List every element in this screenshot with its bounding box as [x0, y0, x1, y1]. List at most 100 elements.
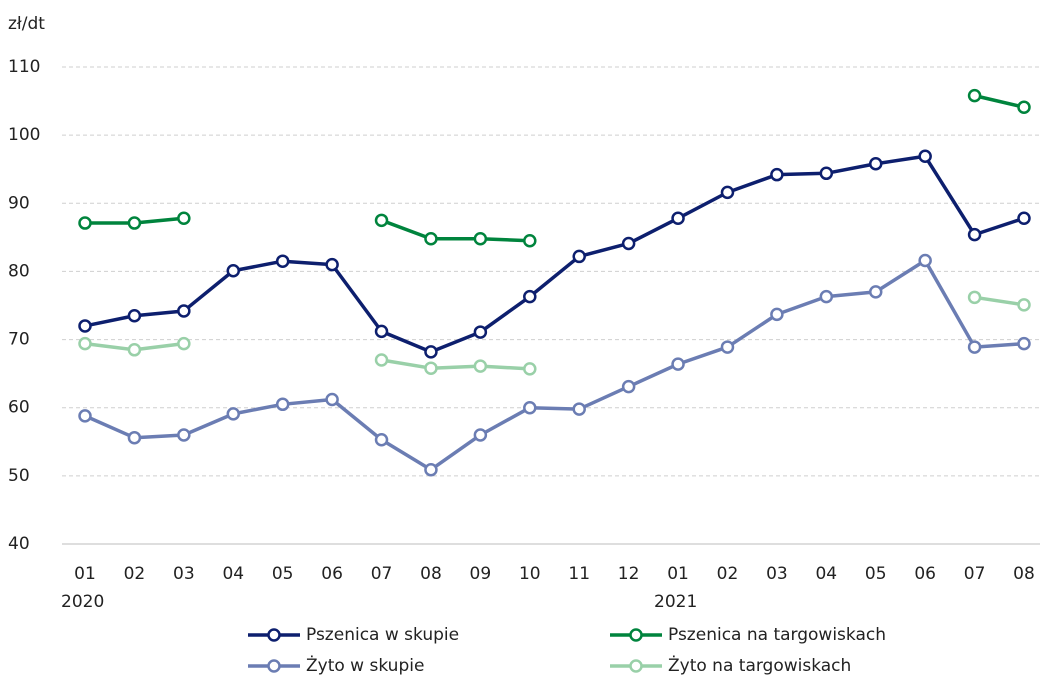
point-marker	[127, 308, 142, 323]
point-marker	[967, 340, 982, 354]
y-tick-label: 90	[8, 193, 30, 213]
point-marker	[374, 324, 389, 339]
point-marker	[177, 304, 191, 318]
series-line	[84, 154, 1025, 354]
x-tick-label: 06	[914, 564, 936, 584]
point-marker	[473, 359, 488, 373]
point-marker	[720, 340, 735, 354]
y-tick-label: 60	[8, 398, 30, 418]
point-marker	[177, 211, 191, 226]
x-tick-label: 10	[519, 564, 541, 584]
x-tick-label: 04	[222, 564, 244, 584]
point-marker	[473, 428, 488, 442]
point-marker	[770, 167, 784, 182]
point-marker	[424, 462, 438, 477]
point-marker	[720, 185, 735, 200]
point-marker	[671, 357, 685, 371]
point-marker	[819, 166, 834, 181]
x-tick-label: 01	[74, 564, 96, 584]
y-tick-label: 40	[8, 534, 30, 554]
x-tick-label: 07	[371, 564, 393, 584]
y-tick-label: 100	[8, 125, 40, 145]
point-marker	[523, 289, 537, 304]
point-marker	[127, 343, 142, 357]
point-marker	[1017, 211, 1031, 226]
point-marker	[1017, 100, 1031, 114]
legend-label: Pszenica na targowiskach	[668, 625, 886, 645]
legend-label: Żyto w skupie	[306, 655, 424, 676]
y-tick-label: 80	[8, 261, 30, 281]
point-marker	[819, 289, 834, 304]
legend-marker	[629, 628, 643, 642]
point-marker	[127, 430, 142, 445]
x-tick-label: 12	[618, 564, 640, 584]
point-marker	[671, 211, 685, 226]
point-marker	[78, 319, 92, 333]
point-marker	[275, 397, 290, 412]
series-line	[84, 295, 1025, 371]
year-label: 2020	[61, 592, 104, 612]
point-marker	[1017, 298, 1031, 312]
point-marker	[967, 88, 982, 103]
point-marker	[918, 149, 932, 164]
point-marker	[523, 234, 537, 248]
series-line	[84, 258, 1025, 472]
x-tick-label: 03	[766, 564, 788, 584]
y-unit-label: zł/dt	[8, 14, 45, 34]
x-tick-label: 05	[272, 564, 294, 584]
x-tick-label: 03	[173, 564, 195, 584]
point-marker	[523, 362, 537, 376]
y-tick-label: 50	[8, 466, 30, 486]
point-marker	[424, 361, 438, 375]
point-marker	[473, 231, 488, 246]
y-tick-label: 110	[8, 57, 40, 77]
x-tick-label: 02	[717, 564, 739, 584]
point-marker	[226, 263, 241, 278]
point-marker	[78, 409, 92, 423]
point-marker	[523, 400, 537, 415]
point-marker	[325, 257, 339, 272]
legend-label: Pszenica w skupie	[306, 625, 459, 645]
x-tick-label: 08	[1013, 564, 1035, 584]
x-tick-label: 02	[124, 564, 146, 584]
point-marker	[1017, 336, 1031, 351]
point-marker	[967, 290, 982, 305]
x-tick-label: 09	[470, 564, 492, 584]
point-marker	[572, 402, 586, 416]
point-marker	[572, 249, 586, 264]
year-label: 2021	[654, 592, 697, 612]
point-marker	[868, 285, 883, 299]
point-marker	[868, 157, 883, 171]
point-marker	[127, 216, 142, 230]
legend-label: Żyto na targowiskach	[668, 655, 851, 676]
point-marker	[621, 236, 636, 251]
y-tick-label: 70	[8, 330, 30, 350]
legend-marker	[629, 659, 643, 673]
point-marker	[374, 432, 389, 447]
series-line	[85, 93, 1025, 243]
point-marker	[967, 227, 982, 242]
point-marker	[78, 336, 92, 351]
point-marker	[621, 379, 636, 394]
x-tick-label: 08	[420, 564, 442, 584]
point-marker	[374, 213, 389, 228]
point-marker	[177, 336, 191, 351]
legend-marker	[267, 659, 281, 673]
point-marker	[770, 307, 784, 322]
point-marker	[918, 253, 932, 268]
legend-marker	[267, 628, 281, 642]
point-marker	[275, 254, 290, 268]
point-marker	[226, 407, 241, 421]
point-marker	[473, 325, 488, 339]
point-marker	[177, 428, 191, 442]
point-marker	[424, 231, 438, 246]
x-tick-label: 04	[815, 564, 837, 584]
x-tick-label: 11	[568, 564, 590, 584]
x-tick-label: 05	[865, 564, 887, 584]
point-marker	[424, 345, 438, 359]
point-marker	[78, 216, 92, 230]
point-marker	[325, 392, 339, 407]
x-tick-label: 06	[321, 564, 343, 584]
x-tick-label: 07	[964, 564, 986, 584]
x-tick-label: 01	[667, 564, 689, 584]
